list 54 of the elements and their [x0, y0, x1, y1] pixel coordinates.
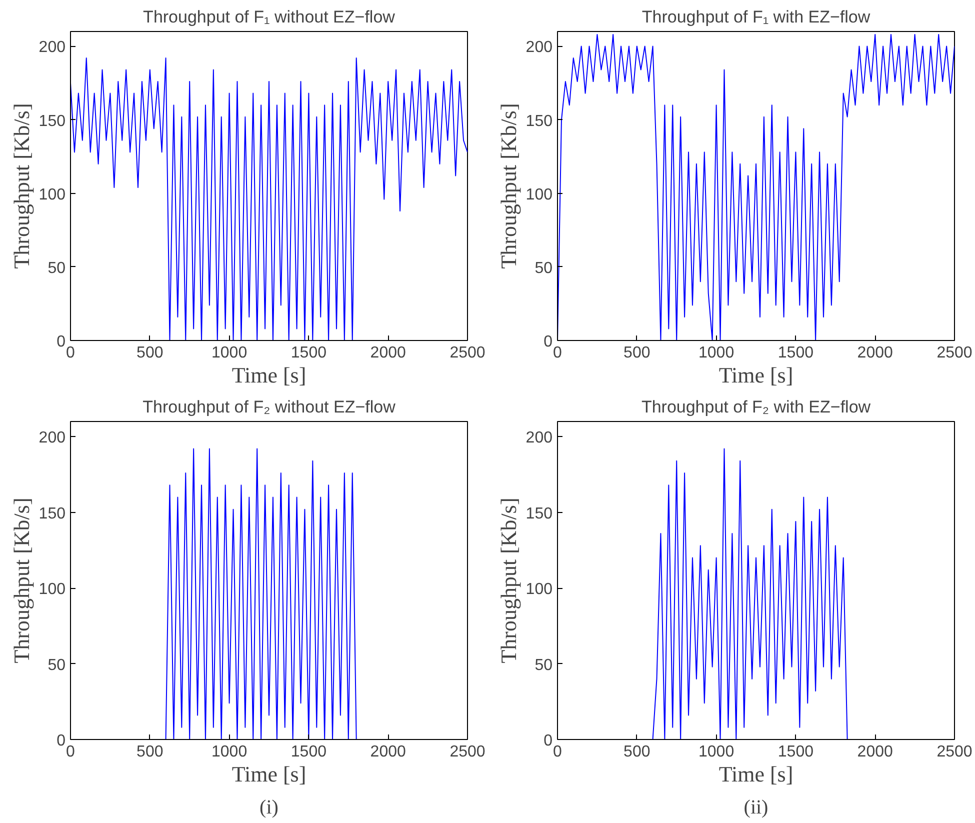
y-tick-label: 150 — [38, 112, 66, 130]
x-tick-label: 2000 — [370, 744, 406, 760]
y-tick-label: 150 — [526, 112, 553, 130]
x-axis-title: Time [s] — [232, 362, 306, 388]
x-axis-title: Time [s] — [718, 362, 794, 388]
y-tick-label: 200 — [526, 430, 553, 447]
chart-title: Throughput of F₂ with EZ−flow — [641, 398, 872, 416]
x-tick-label: 1500 — [290, 344, 327, 362]
y-axis-title: Throughput [Kb/s] — [8, 498, 34, 664]
text: (i) — [260, 796, 278, 818]
x-tick-label: 1500 — [778, 744, 814, 760]
y-tick-label: 0 — [56, 732, 66, 750]
x-tick-label: 2500 — [936, 344, 972, 362]
y-tick-label: 150 — [526, 505, 553, 522]
y-tick-label: 50 — [48, 656, 66, 674]
x-tick-label: 2500 — [450, 744, 486, 760]
x-tick-label: 2000 — [370, 344, 406, 362]
x-tick-label: 1000 — [698, 744, 734, 760]
x-tick-label: 2000 — [857, 344, 893, 362]
y-tick-label: 150 — [38, 505, 66, 522]
x-tick-label: 1000 — [698, 344, 734, 362]
x-tick-label: 2000 — [857, 744, 893, 760]
x-tick-label: 1500 — [778, 344, 814, 362]
y-tick-label: 100 — [526, 581, 553, 598]
y-axis-title: Throughput [Kb/s] — [8, 103, 34, 269]
y-tick-label: 50 — [534, 260, 553, 277]
y-tick-label: 0 — [544, 334, 553, 350]
y-axis-title: Throughput [Kb/s] — [496, 103, 521, 269]
chart-title: Throughput of F₂ without EZ−flow — [142, 398, 396, 416]
y-tick-label: 100 — [526, 186, 553, 204]
x-tick-label: 1500 — [290, 744, 327, 760]
y-tick-label: 200 — [526, 39, 553, 56]
text: (ii) — [744, 796, 768, 818]
y-tick-label: 0 — [544, 732, 553, 750]
y-tick-label: 50 — [534, 656, 553, 674]
y-tick-label: 100 — [38, 186, 66, 204]
x-axis-title: Time [s] — [232, 762, 306, 786]
chart-title: Throughput of F₁ without EZ−flow — [143, 8, 396, 26]
x-tick-label: 1000 — [212, 744, 248, 760]
y-axis-title: Throughput [Kb/s] — [496, 498, 521, 664]
x-tick-label: 2500 — [936, 744, 972, 760]
y-tick-label: 100 — [38, 581, 66, 598]
x-tick-label: 500 — [624, 344, 650, 362]
y-tick-label: 200 — [38, 39, 66, 56]
x-tick-label: 500 — [624, 744, 650, 760]
x-tick-label: 1000 — [212, 344, 248, 362]
chart-title: Throughput of F₁ with EZ−flow — [642, 8, 871, 26]
x-tick-label: 500 — [136, 344, 164, 362]
y-tick-label: 50 — [48, 260, 66, 277]
y-tick-label: 200 — [38, 430, 66, 447]
x-axis-title: Time [s] — [718, 762, 794, 786]
x-tick-label: 2500 — [450, 344, 486, 362]
x-tick-label: 500 — [136, 744, 164, 760]
y-tick-label: 0 — [56, 334, 66, 350]
